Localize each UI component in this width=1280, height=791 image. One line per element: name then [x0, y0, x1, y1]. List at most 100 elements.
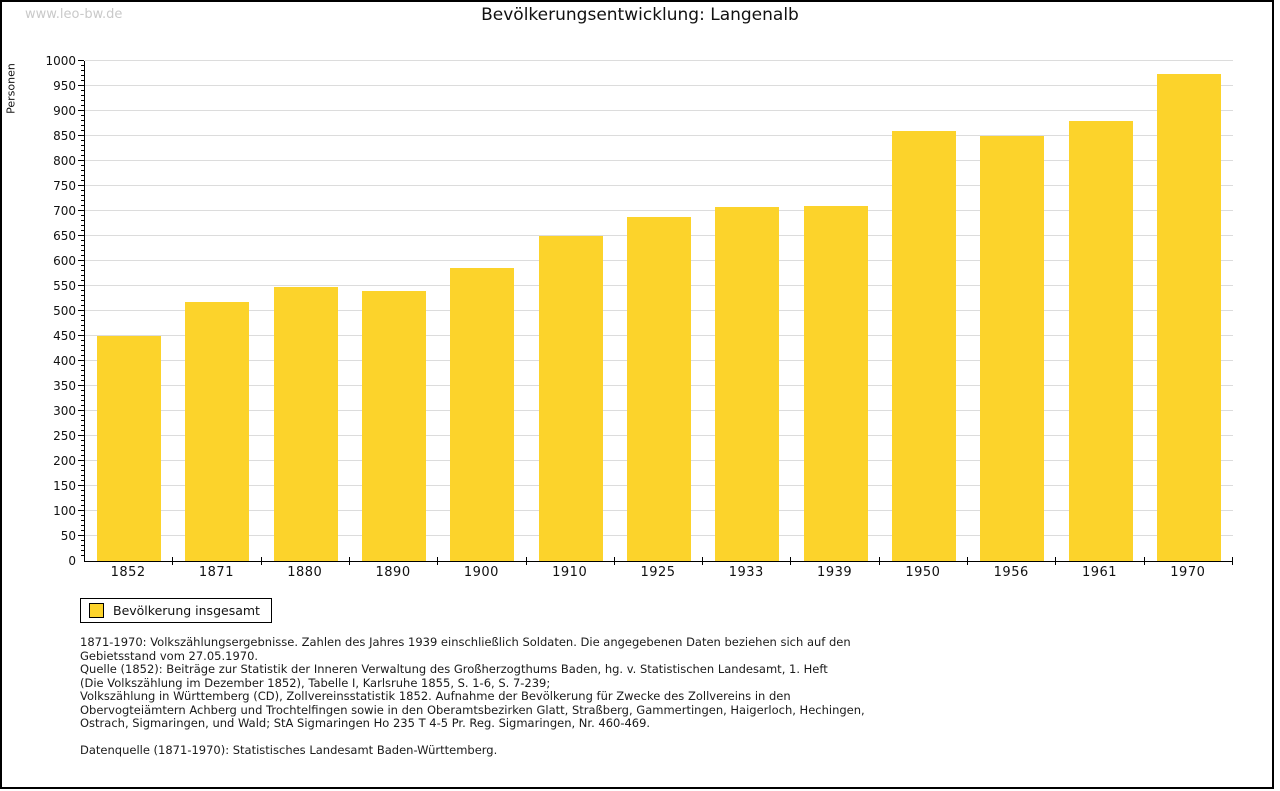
- x-boundary-tick: [702, 557, 703, 565]
- y-tick: [81, 505, 84, 506]
- y-tick: [81, 405, 84, 406]
- y-tick-label: 550: [53, 279, 76, 293]
- y-tick: [81, 65, 84, 66]
- plot-area: [84, 60, 1233, 565]
- y-tick: [81, 495, 84, 496]
- x-tick-label: 1933: [728, 565, 764, 580]
- y-tick-label: 1000: [45, 54, 76, 68]
- y-tick: [78, 135, 84, 136]
- y-tick: [78, 535, 84, 536]
- y-tick: [81, 215, 84, 216]
- gridline: [85, 135, 1233, 136]
- y-tick: [81, 480, 84, 481]
- y-tick-label: 600: [53, 254, 76, 268]
- y-tick-label: 250: [53, 429, 76, 443]
- legend-swatch-icon: [89, 603, 104, 618]
- y-tick: [81, 425, 84, 426]
- y-tick: [81, 270, 84, 271]
- y-tick: [81, 340, 84, 341]
- y-tick: [81, 290, 84, 291]
- x-tick-label: 1939: [817, 565, 853, 580]
- bar-1970: [1156, 73, 1221, 561]
- x-boundary-tick: [526, 557, 527, 565]
- gridline: [85, 185, 1233, 186]
- x-tick-label: 1900: [463, 565, 499, 580]
- y-tick: [78, 485, 84, 486]
- y-tick: [81, 70, 84, 71]
- y-tick: [81, 400, 84, 401]
- y-tick: [81, 430, 84, 431]
- y-tick: [81, 125, 84, 126]
- y-tick: [81, 150, 84, 151]
- y-tick-label: 200: [53, 454, 76, 468]
- y-tick-label: 400: [53, 354, 76, 368]
- y-tick: [81, 520, 84, 521]
- x-tick-label: 1961: [1081, 565, 1118, 580]
- gridline: [85, 110, 1233, 111]
- y-tick: [81, 140, 84, 141]
- x-tick-label: 1852: [110, 565, 146, 580]
- x-boundary-tick: [349, 557, 350, 565]
- x-tick-label: 1970: [1170, 565, 1206, 580]
- x-boundary-tick: [261, 557, 262, 565]
- x-tick-labels: 1852 1871 1880 1890 1900 1910 1925 1933 1939 1950…: [84, 565, 1232, 583]
- y-tick: [81, 395, 84, 396]
- x-tick-label: 1950: [905, 565, 941, 580]
- y-tick: [78, 285, 84, 286]
- y-tick-label: 950: [53, 79, 76, 93]
- x-tick-label: 1871: [198, 565, 234, 580]
- y-tick: [81, 445, 84, 446]
- x-tick-label: 1925: [640, 565, 676, 580]
- y-tick: [81, 165, 84, 166]
- footnote-line: Ostrach, Sigmaringen, und Wald; StA Sigm…: [80, 716, 651, 730]
- y-tick: [78, 60, 84, 61]
- footnote-line: Obervogteiämtern Achberg und Trochtelfin…: [80, 702, 865, 717]
- x-tick-label: 1890: [375, 565, 411, 580]
- y-tick: [81, 195, 84, 196]
- footnote-line: 1871-1970: Volkszählungsergebnisse. Zahl…: [80, 635, 851, 649]
- y-tick: [81, 100, 84, 101]
- y-tick: [81, 375, 84, 376]
- y-tick-label: 300: [53, 404, 76, 418]
- y-tick: [81, 175, 84, 176]
- y-tick: [78, 85, 84, 86]
- y-tick: [81, 530, 84, 531]
- y-tick: [81, 280, 84, 281]
- y-tick: [78, 260, 84, 261]
- y-tick: [81, 275, 84, 276]
- y-tick: [81, 190, 84, 191]
- gridline: [85, 60, 1233, 61]
- footnote-line: Volkszählung in Württemberg (CD), Zollve…: [80, 689, 791, 703]
- x-tick-label: 1910: [552, 565, 588, 580]
- y-tick: [81, 330, 84, 331]
- y-tick-labels: 0 50 100 150 200 250 300 350 400 450 500 550 600 650 7…: [6, 54, 76, 568]
- y-tick: [78, 210, 84, 211]
- x-boundary-tick: [172, 557, 173, 565]
- bar-1939: [803, 205, 868, 561]
- y-tick: [81, 255, 84, 256]
- x-boundary-tick: [790, 557, 791, 565]
- bar-1950: [891, 130, 956, 561]
- bar-1871: [185, 302, 250, 561]
- y-tick: [81, 415, 84, 416]
- y-tick: [81, 440, 84, 441]
- y-tick: [81, 515, 84, 516]
- y-tick: [81, 555, 84, 556]
- y-tick: [78, 385, 84, 386]
- y-tick: [81, 245, 84, 246]
- y-tick: [78, 335, 84, 336]
- y-tick-label: 500: [53, 304, 76, 318]
- y-tick: [81, 545, 84, 546]
- y-tick: [81, 115, 84, 116]
- y-tick-label: 0: [68, 554, 76, 568]
- bar-1910: [538, 235, 603, 561]
- y-tick: [81, 380, 84, 381]
- y-tick: [81, 465, 84, 466]
- y-tick-label: 450: [53, 329, 76, 343]
- y-tick: [81, 120, 84, 121]
- y-tick-label: 100: [53, 504, 76, 518]
- y-axis: [78, 60, 84, 561]
- y-tick: [81, 365, 84, 366]
- y-tick: [81, 370, 84, 371]
- y-tick: [78, 110, 84, 111]
